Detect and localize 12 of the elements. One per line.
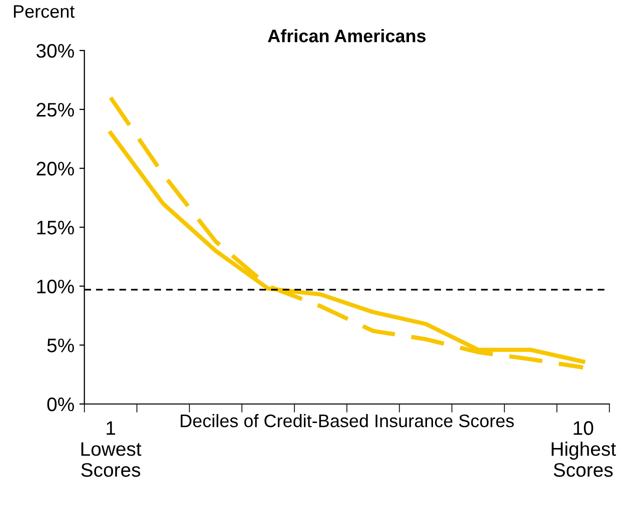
y-tick-label: 5% [47,338,74,352]
chart-title: African Americans [268,29,426,42]
y-tick-label: 25% [36,102,74,117]
y-tick-label: 15% [37,220,74,234]
x-tick-label: 1 Lowest Scores [81,421,142,477]
x-tick-label: 10 Highest Scores [552,421,616,477]
y-axis-title: Percent [14,5,75,18]
y-tick-label: 20% [36,162,74,176]
y-tick-label: 10% [37,280,74,294]
y-tick-label: 0% [47,397,74,412]
x-axis-title: Deciles of Credit-Based Insurance Scores [180,414,514,428]
y-tick-label: 30% [36,44,74,58]
